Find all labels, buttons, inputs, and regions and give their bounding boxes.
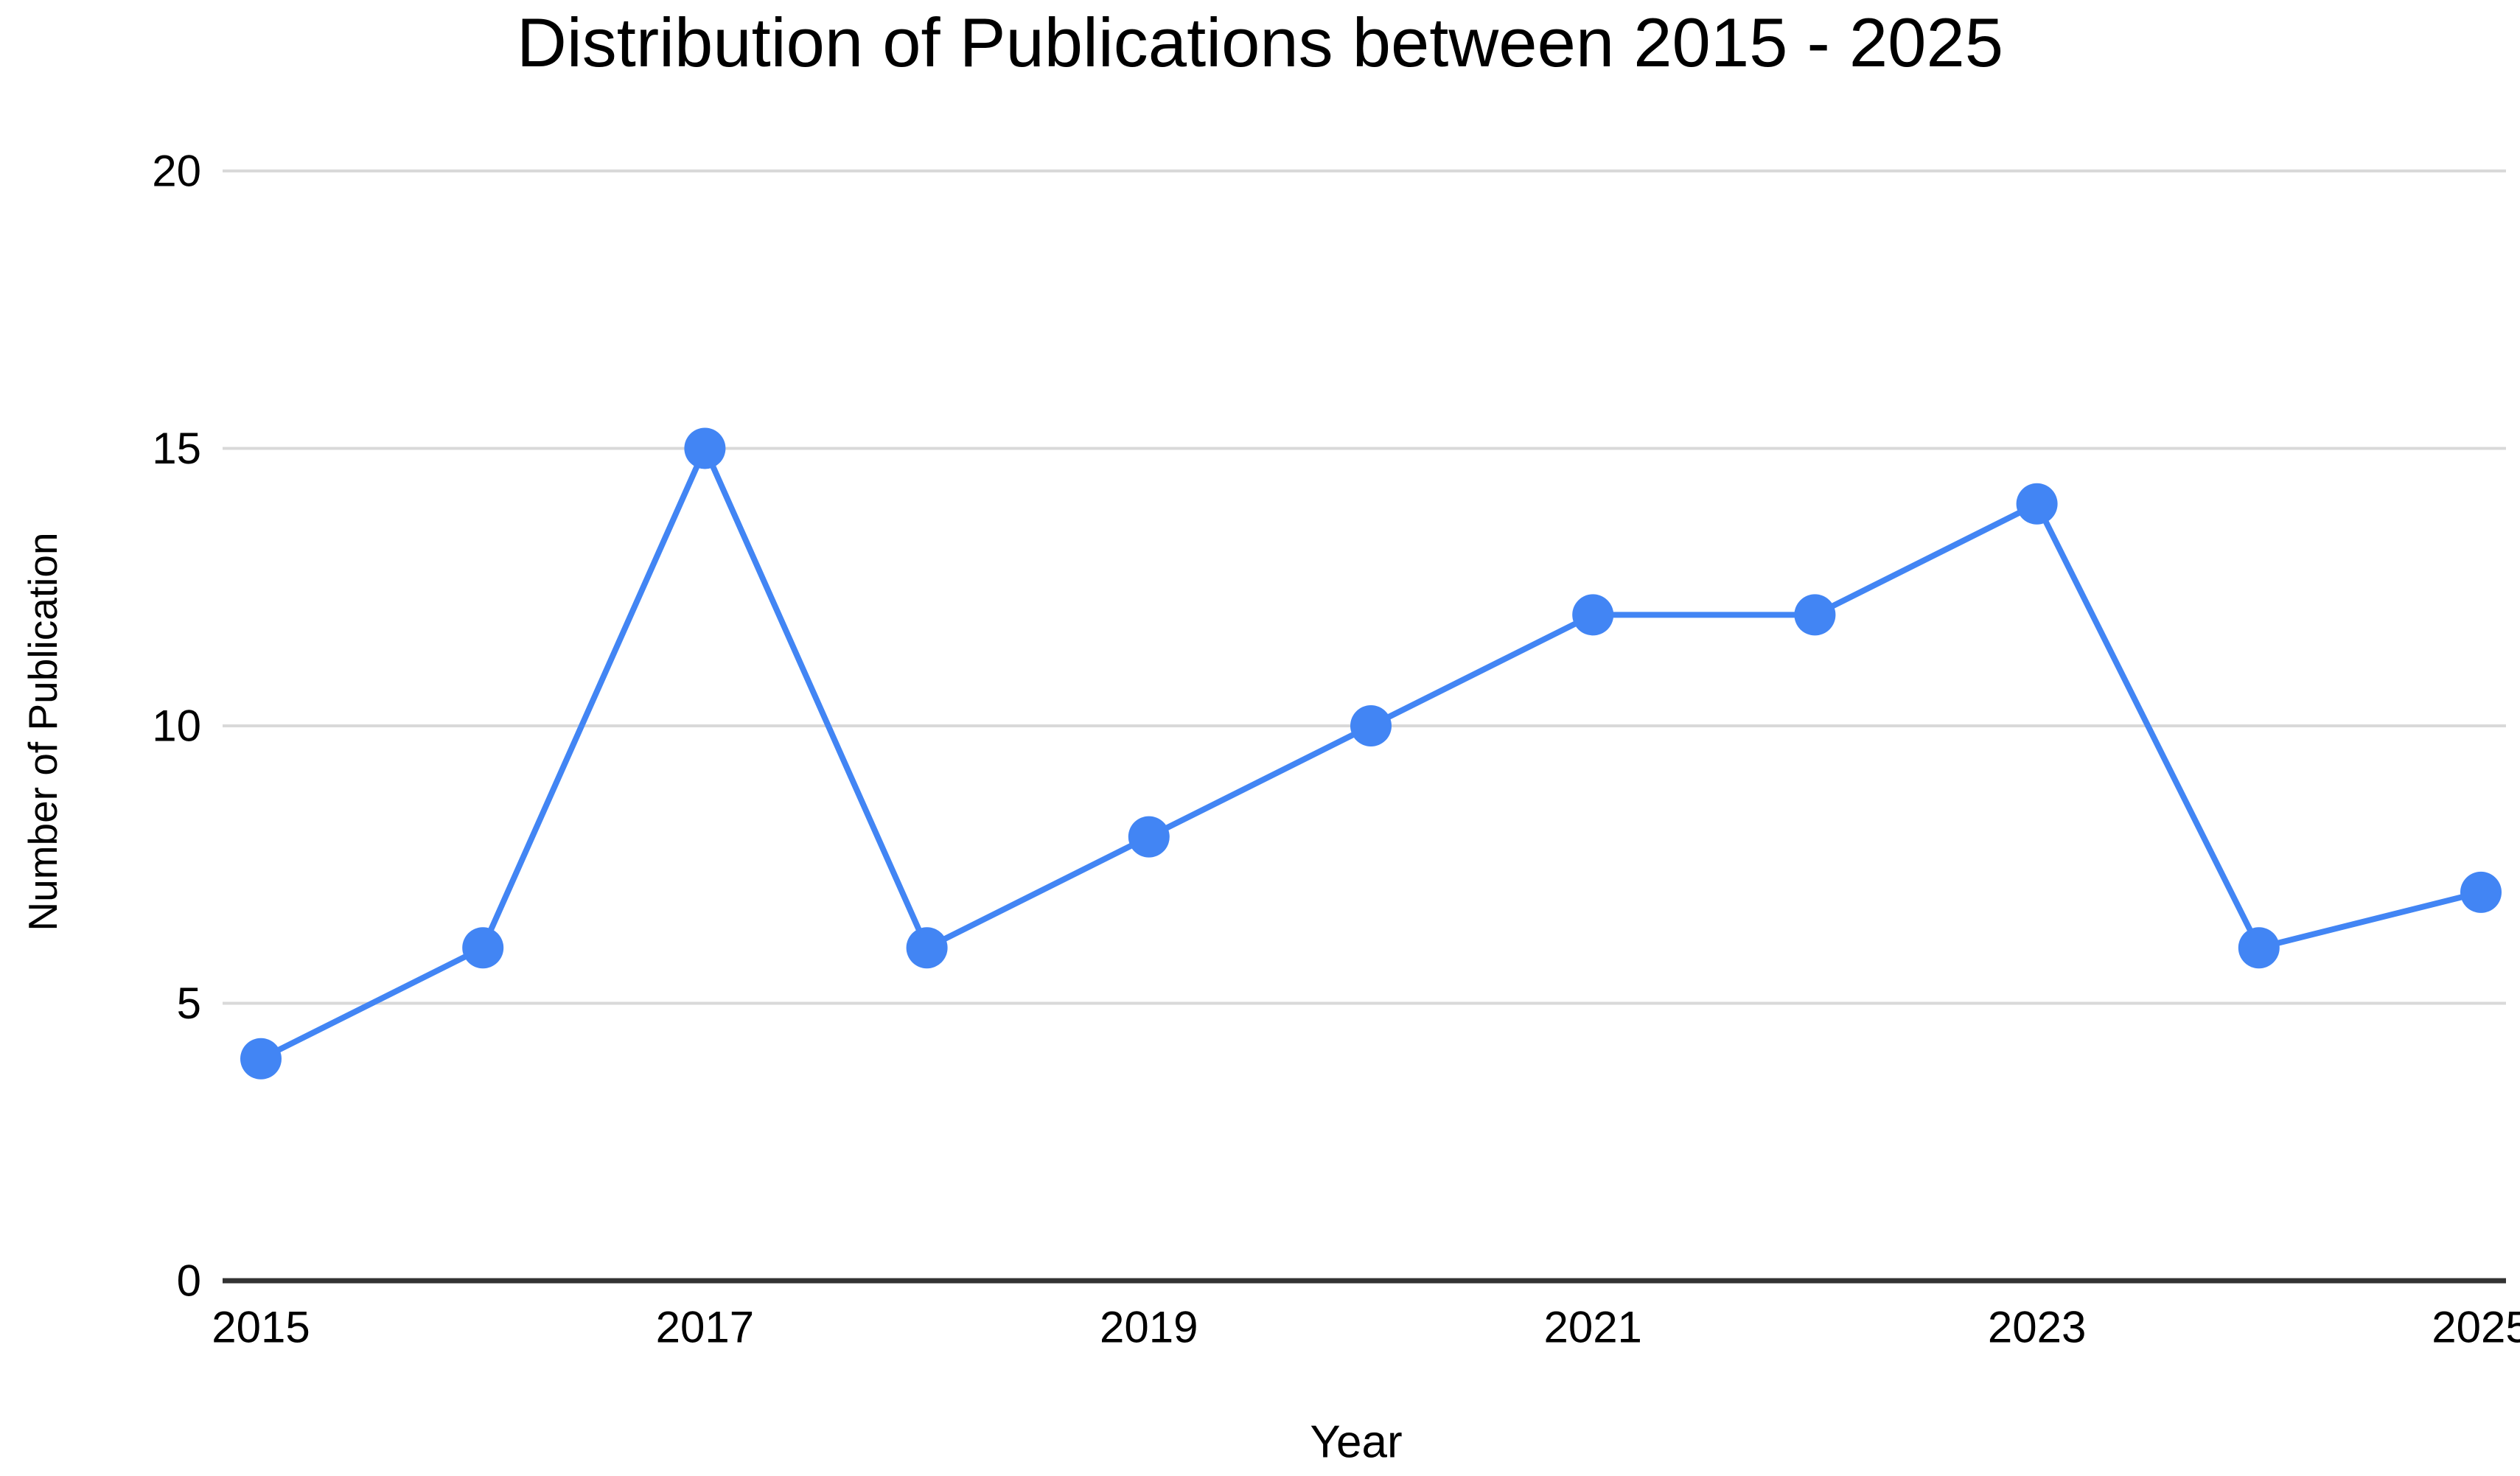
x-tick-label: 2017 bbox=[656, 1303, 754, 1352]
data-point bbox=[462, 927, 504, 969]
x-tick-label: 2025 bbox=[2432, 1303, 2520, 1352]
data-point bbox=[2238, 927, 2280, 969]
x-tick-label: 2019 bbox=[1100, 1303, 1198, 1352]
x-axis-title: Year bbox=[1310, 1416, 1403, 1468]
y-tick-label: 5 bbox=[177, 979, 201, 1028]
x-tick-label: 2015 bbox=[212, 1303, 310, 1352]
x-tick-label: 2023 bbox=[1988, 1303, 2086, 1352]
y-tick-label: 10 bbox=[152, 702, 201, 751]
data-point bbox=[1128, 816, 1170, 858]
data-point bbox=[906, 927, 948, 969]
data-point bbox=[684, 427, 726, 469]
data-point bbox=[1350, 705, 1392, 746]
data-point bbox=[240, 1038, 282, 1080]
chart-title: Distribution of Publications between 201… bbox=[516, 4, 2004, 81]
data-point bbox=[1572, 594, 1614, 636]
data-point bbox=[2016, 483, 2058, 525]
y-tick-label: 20 bbox=[152, 147, 201, 196]
y-tick-label: 0 bbox=[177, 1256, 201, 1306]
x-tick-label: 2021 bbox=[1543, 1303, 1641, 1352]
data-point bbox=[1794, 594, 1836, 636]
series-line bbox=[258, 445, 2484, 1062]
data-point bbox=[2460, 871, 2502, 913]
y-tick-label: 15 bbox=[152, 424, 201, 473]
